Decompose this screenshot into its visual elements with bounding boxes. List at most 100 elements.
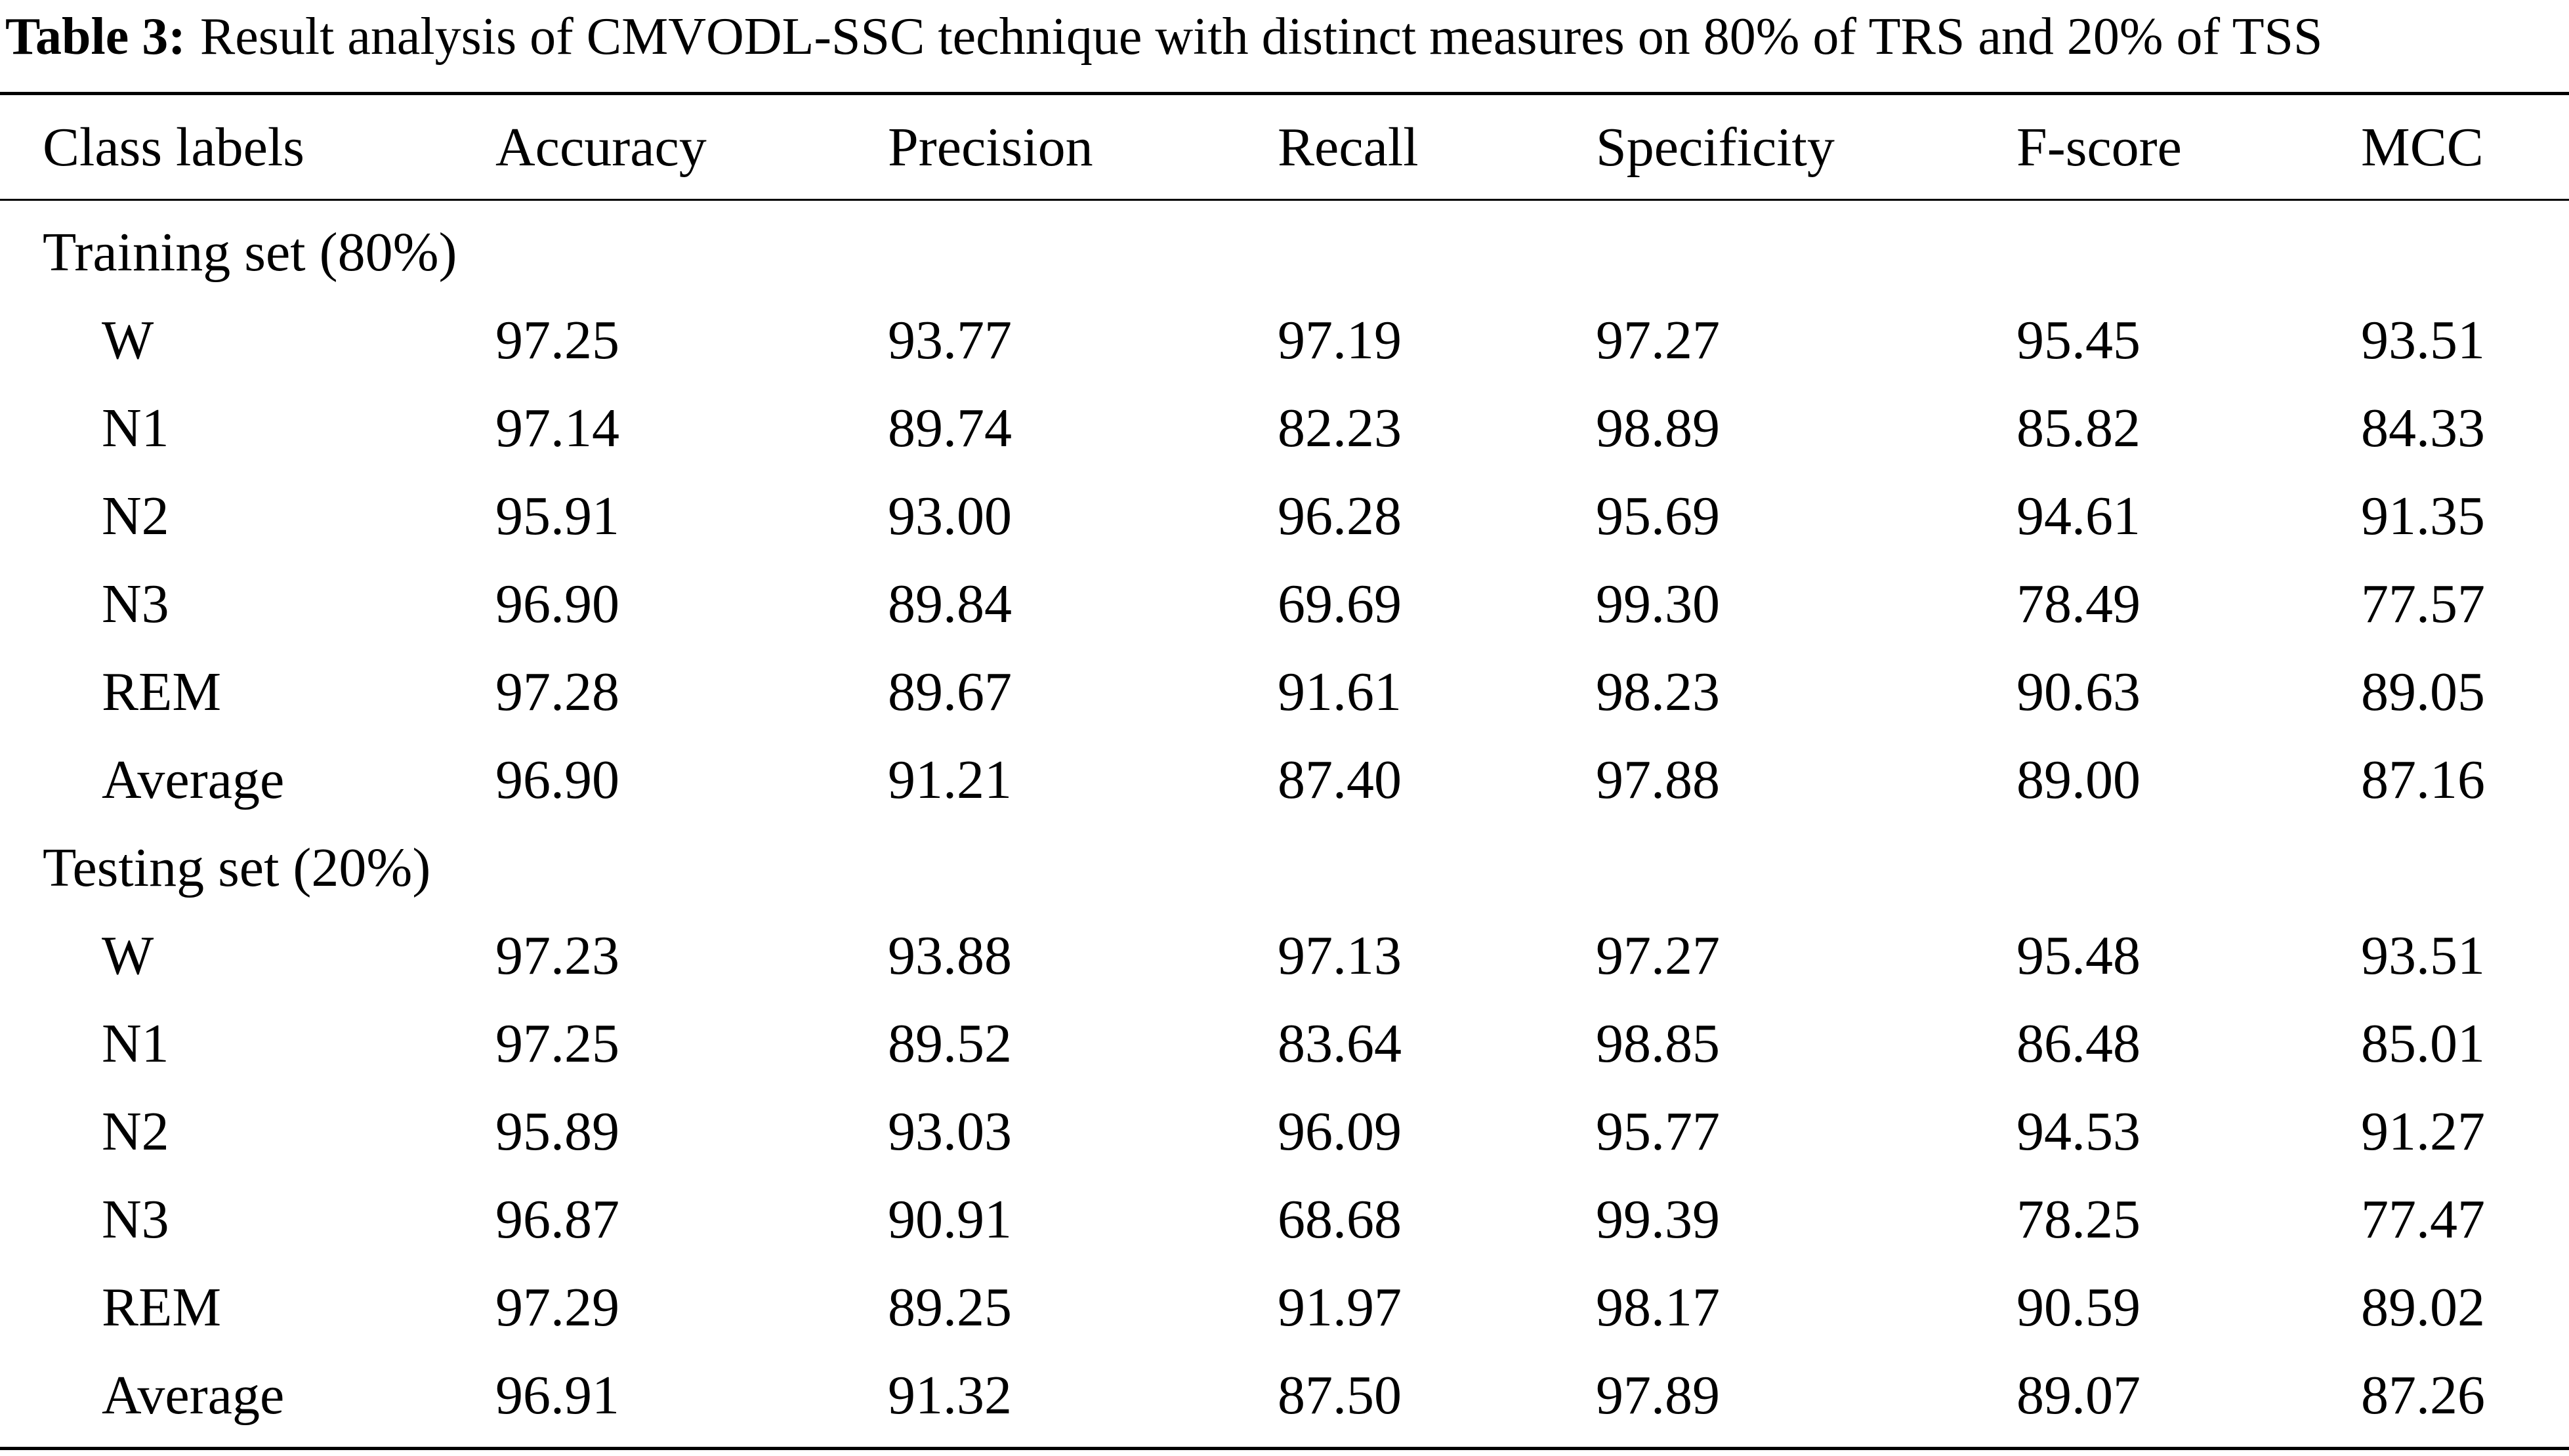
metric-cell: 96.90 bbox=[495, 573, 619, 634]
metric-cell: 69.69 bbox=[1278, 573, 1402, 634]
metric-cell: 98.89 bbox=[1596, 398, 1720, 459]
section-title: Training set (80%) bbox=[43, 222, 457, 283]
class-label-cell: N2 bbox=[102, 1101, 169, 1162]
metric-cell: 85.01 bbox=[2361, 1013, 2485, 1074]
table-row: Average 96.90 91.21 87.40 97.88 89.00 87.16 bbox=[0, 736, 2569, 824]
metric-cell: 96.91 bbox=[495, 1365, 619, 1426]
metric-cell: 96.09 bbox=[1278, 1101, 1402, 1162]
metric-cell: 84.33 bbox=[2361, 398, 2485, 459]
metric-cell: 89.67 bbox=[888, 661, 1012, 722]
metric-cell: 98.17 bbox=[1596, 1277, 1720, 1338]
section-title-row: Testing set (20%) bbox=[0, 824, 2569, 912]
metric-cell: 82.23 bbox=[1278, 398, 1402, 459]
metric-cell: 68.68 bbox=[1278, 1189, 1402, 1250]
metric-cell: 78.25 bbox=[2016, 1189, 2141, 1250]
column-header: Accuracy bbox=[495, 117, 707, 178]
metric-cell: 95.69 bbox=[1596, 486, 1720, 547]
metric-cell: 93.51 bbox=[2361, 310, 2485, 371]
metric-cell: 93.77 bbox=[888, 310, 1012, 371]
table-row: N1 97.14 89.74 82.23 98.89 85.82 84.33 bbox=[0, 385, 2569, 472]
table-caption: Table 3: Result analysis of CMVODL-SSC te… bbox=[5, 5, 2323, 68]
metric-cell: 77.57 bbox=[2361, 573, 2485, 634]
metric-cell: 91.32 bbox=[888, 1365, 1012, 1426]
class-label-cell: N2 bbox=[102, 486, 169, 547]
column-header: Specificity bbox=[1596, 117, 1835, 178]
metric-cell: 99.39 bbox=[1596, 1189, 1720, 1250]
table-row: REM 97.28 89.67 91.61 98.23 90.63 89.05 bbox=[0, 648, 2569, 736]
table-row: W 97.23 93.88 97.13 97.27 95.48 93.51 bbox=[0, 912, 2569, 1000]
metric-cell: 77.47 bbox=[2361, 1189, 2485, 1250]
metric-cell: 97.27 bbox=[1596, 310, 1720, 371]
table-top-rule bbox=[0, 92, 2569, 95]
metric-cell: 96.87 bbox=[495, 1189, 619, 1250]
metric-cell: 97.13 bbox=[1278, 925, 1402, 986]
metric-cell: 90.91 bbox=[888, 1189, 1012, 1250]
metric-cell: 91.97 bbox=[1278, 1277, 1402, 1338]
column-header: Precision bbox=[888, 117, 1093, 178]
metric-cell: 93.03 bbox=[888, 1101, 1012, 1162]
metric-cell: 95.89 bbox=[495, 1101, 619, 1162]
metric-cell: 87.40 bbox=[1278, 749, 1402, 810]
metric-cell: 91.27 bbox=[2361, 1101, 2485, 1162]
table-row: Average 96.91 91.32 87.50 97.89 89.07 87.26 bbox=[0, 1352, 2569, 1440]
metric-cell: 93.51 bbox=[2361, 925, 2485, 986]
metric-cell: 91.35 bbox=[2361, 486, 2485, 547]
metric-cell: 93.00 bbox=[888, 486, 1012, 547]
metric-cell: 87.16 bbox=[2361, 749, 2485, 810]
table-row: N2 95.91 93.00 96.28 95.69 94.61 91.35 bbox=[0, 472, 2569, 560]
metric-cell: 89.84 bbox=[888, 573, 1012, 634]
metric-cell: 86.48 bbox=[2016, 1013, 2141, 1074]
section-title-row: Training set (80%) bbox=[0, 209, 2569, 297]
table-row: N2 95.89 93.03 96.09 95.77 94.53 91.27 bbox=[0, 1088, 2569, 1176]
metric-cell: 97.19 bbox=[1278, 310, 1402, 371]
class-label-cell: N1 bbox=[102, 398, 169, 459]
metric-cell: 97.14 bbox=[495, 398, 619, 459]
column-header: F-score bbox=[2016, 117, 2182, 178]
metric-cell: 95.77 bbox=[1596, 1101, 1720, 1162]
metric-cell: 98.85 bbox=[1596, 1013, 1720, 1074]
metric-cell: 89.02 bbox=[2361, 1277, 2485, 1338]
metric-cell: 97.28 bbox=[495, 661, 619, 722]
column-header: Class labels bbox=[43, 117, 304, 178]
metric-cell: 90.59 bbox=[2016, 1277, 2141, 1338]
table-caption-text: Result analysis of CMVODL-SSC technique … bbox=[199, 8, 2323, 66]
table-caption-label: Table 3: bbox=[5, 8, 186, 66]
metric-cell: 87.50 bbox=[1278, 1365, 1402, 1426]
metric-cell: 96.90 bbox=[495, 749, 619, 810]
class-label-cell: REM bbox=[102, 1277, 222, 1338]
class-label-cell: N3 bbox=[102, 1189, 169, 1250]
metric-cell: 89.52 bbox=[888, 1013, 1012, 1074]
metric-cell: 94.61 bbox=[2016, 486, 2141, 547]
metric-cell: 89.25 bbox=[888, 1277, 1012, 1338]
metric-cell: 97.29 bbox=[495, 1277, 619, 1338]
class-label-cell: W bbox=[102, 925, 154, 986]
class-label-cell: Average bbox=[102, 749, 285, 810]
metric-cell: 95.48 bbox=[2016, 925, 2141, 986]
metric-cell: 99.30 bbox=[1596, 573, 1720, 634]
metric-cell: 97.25 bbox=[495, 310, 619, 371]
metric-cell: 89.00 bbox=[2016, 749, 2141, 810]
metric-cell: 91.61 bbox=[1278, 661, 1402, 722]
class-label-cell: REM bbox=[102, 661, 222, 722]
metric-cell: 98.23 bbox=[1596, 661, 1720, 722]
metric-cell: 95.45 bbox=[2016, 310, 2141, 371]
class-label-cell: Average bbox=[102, 1365, 285, 1426]
class-label-cell: W bbox=[102, 310, 154, 371]
metric-cell: 83.64 bbox=[1278, 1013, 1402, 1074]
table-row: W 97.25 93.77 97.19 97.27 95.45 93.51 bbox=[0, 297, 2569, 385]
metric-cell: 95.91 bbox=[495, 486, 619, 547]
metric-cell: 93.88 bbox=[888, 925, 1012, 986]
metric-cell: 90.63 bbox=[2016, 661, 2141, 722]
metric-cell: 89.05 bbox=[2361, 661, 2485, 722]
metric-cell: 87.26 bbox=[2361, 1365, 2485, 1426]
metric-cell: 94.53 bbox=[2016, 1101, 2141, 1162]
metric-cell: 89.07 bbox=[2016, 1365, 2141, 1426]
class-label-cell: N3 bbox=[102, 573, 169, 634]
metric-cell: 78.49 bbox=[2016, 573, 2141, 634]
metric-cell: 96.28 bbox=[1278, 486, 1402, 547]
class-label-cell: N1 bbox=[102, 1013, 169, 1074]
table-row: REM 97.29 89.25 91.97 98.17 90.59 89.02 bbox=[0, 1264, 2569, 1352]
table-header-rule bbox=[0, 199, 2569, 201]
metric-cell: 97.23 bbox=[495, 925, 619, 986]
